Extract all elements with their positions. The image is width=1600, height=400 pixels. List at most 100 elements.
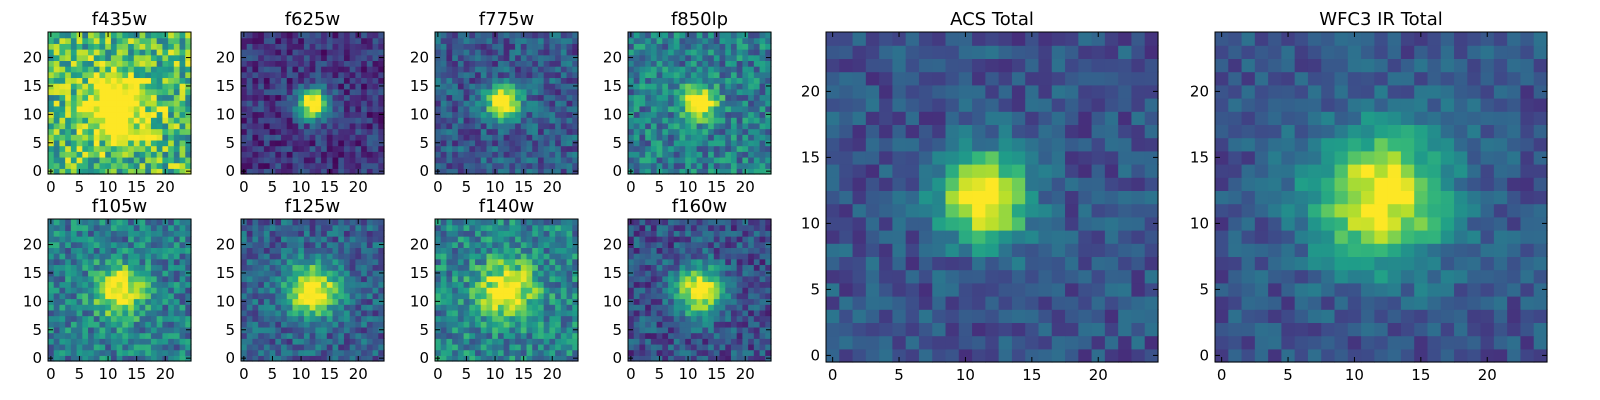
heatmap-cell xyxy=(372,88,379,96)
heatmap-cell xyxy=(719,49,726,56)
heatmap-cell xyxy=(99,71,106,79)
heatmap-cell xyxy=(82,241,89,248)
heatmap-cell xyxy=(440,111,448,118)
heatmap-cell xyxy=(110,94,118,101)
heatmap-cell xyxy=(628,94,635,101)
heatmap-cell xyxy=(332,264,339,271)
heatmap-cell xyxy=(128,77,135,84)
heatmap-cell xyxy=(292,128,299,135)
heatmap-cell xyxy=(560,117,568,124)
heatmap-cell xyxy=(133,247,141,254)
heatmap-cell xyxy=(457,298,465,305)
heatmap-cells xyxy=(241,219,385,362)
heatmap-cell xyxy=(463,54,470,61)
heatmap-cell xyxy=(572,134,579,141)
heatmap-cell xyxy=(469,270,476,277)
heatmap-cell xyxy=(116,219,123,226)
heatmap-cell xyxy=(725,134,732,141)
heatmap-cell xyxy=(690,77,698,84)
heatmap-cell xyxy=(679,162,686,169)
heatmap-cell xyxy=(673,111,681,118)
heatmap-cell xyxy=(139,49,146,56)
heatmap-cell xyxy=(537,230,545,237)
heatmap-cell xyxy=(440,304,448,311)
heatmap-cell xyxy=(765,128,772,135)
heatmap-cell xyxy=(555,270,562,277)
heatmap-cell xyxy=(241,338,248,345)
heatmap-cell xyxy=(639,83,646,90)
heatmap-cell xyxy=(486,32,493,39)
heatmap-cell xyxy=(696,117,703,124)
heatmap-cell xyxy=(435,258,442,266)
heatmap-cell xyxy=(53,224,61,231)
heatmap-cell xyxy=(326,309,334,317)
heatmap-cell xyxy=(53,122,61,130)
heatmap-cell xyxy=(309,332,316,339)
heatmap-cell xyxy=(275,77,282,84)
heatmap-cell xyxy=(702,349,709,356)
heatmap-cell xyxy=(628,100,635,107)
heatmap-cell xyxy=(440,156,448,164)
heatmap-cell xyxy=(702,304,709,311)
heatmap-cell xyxy=(748,105,755,113)
heatmap-cell xyxy=(246,162,254,169)
y-tick-label: 10 xyxy=(216,292,235,310)
heatmap-cell xyxy=(48,275,55,283)
heatmap-cell xyxy=(435,117,442,124)
heatmap-cell xyxy=(446,37,453,44)
heatmap-cell xyxy=(486,122,493,130)
heatmap-cell xyxy=(332,241,339,248)
heatmap-cell xyxy=(93,83,101,90)
heatmap-cell xyxy=(122,77,129,84)
heatmap-cell xyxy=(650,100,658,107)
heatmap-cell xyxy=(560,281,568,288)
heatmap-cell xyxy=(503,281,510,288)
heatmap-cell xyxy=(263,224,271,231)
heatmap-cell xyxy=(520,275,528,283)
heatmap-cell xyxy=(650,134,658,141)
heatmap-cell xyxy=(99,309,106,317)
heatmap-cell xyxy=(549,270,556,277)
heatmap-cell xyxy=(150,241,158,248)
heatmap-cell xyxy=(366,247,374,254)
heatmap-cell xyxy=(463,236,470,243)
heatmap-cell xyxy=(713,332,721,339)
heatmap-cell xyxy=(543,304,550,311)
heatmap-cell xyxy=(315,349,322,356)
heatmap-cell xyxy=(185,281,192,288)
heatmap-cell xyxy=(515,88,522,96)
heatmap-cell xyxy=(748,315,755,322)
heatmap-cell xyxy=(469,168,476,175)
heatmap-cell xyxy=(748,32,755,39)
heatmap-cell xyxy=(246,77,254,84)
heatmap-cell xyxy=(298,71,305,79)
heatmap-cell xyxy=(292,270,299,277)
heatmap-cell xyxy=(486,134,493,141)
heatmap-cell xyxy=(59,275,66,283)
heatmap-cell xyxy=(713,100,721,107)
heatmap-cell xyxy=(343,66,351,73)
heatmap-cell xyxy=(332,111,339,118)
y-tick-label: 0 xyxy=(419,162,429,180)
heatmap-cell xyxy=(315,151,322,158)
heatmap-cell xyxy=(486,298,493,305)
heatmap-cell xyxy=(736,162,743,169)
heatmap-cell xyxy=(99,156,106,164)
heatmap-cell xyxy=(156,105,163,113)
heatmap-cell xyxy=(105,100,112,107)
heatmap-cell xyxy=(378,100,385,107)
heatmap-cell xyxy=(372,224,379,231)
heatmap-cell xyxy=(269,111,276,118)
heatmap-cell xyxy=(309,236,316,243)
heatmap-cell xyxy=(315,241,322,248)
heatmap-cell xyxy=(713,281,721,288)
heatmap-cell xyxy=(572,100,579,107)
heatmap-cell xyxy=(463,100,470,107)
heatmap-cell xyxy=(309,304,316,311)
heatmap-cell xyxy=(673,32,681,39)
heatmap-cell xyxy=(685,88,692,96)
heatmap-cell xyxy=(463,71,470,79)
heatmap-cell xyxy=(179,94,186,101)
heatmap-cell xyxy=(452,230,459,237)
heatmap-cell xyxy=(702,32,709,39)
